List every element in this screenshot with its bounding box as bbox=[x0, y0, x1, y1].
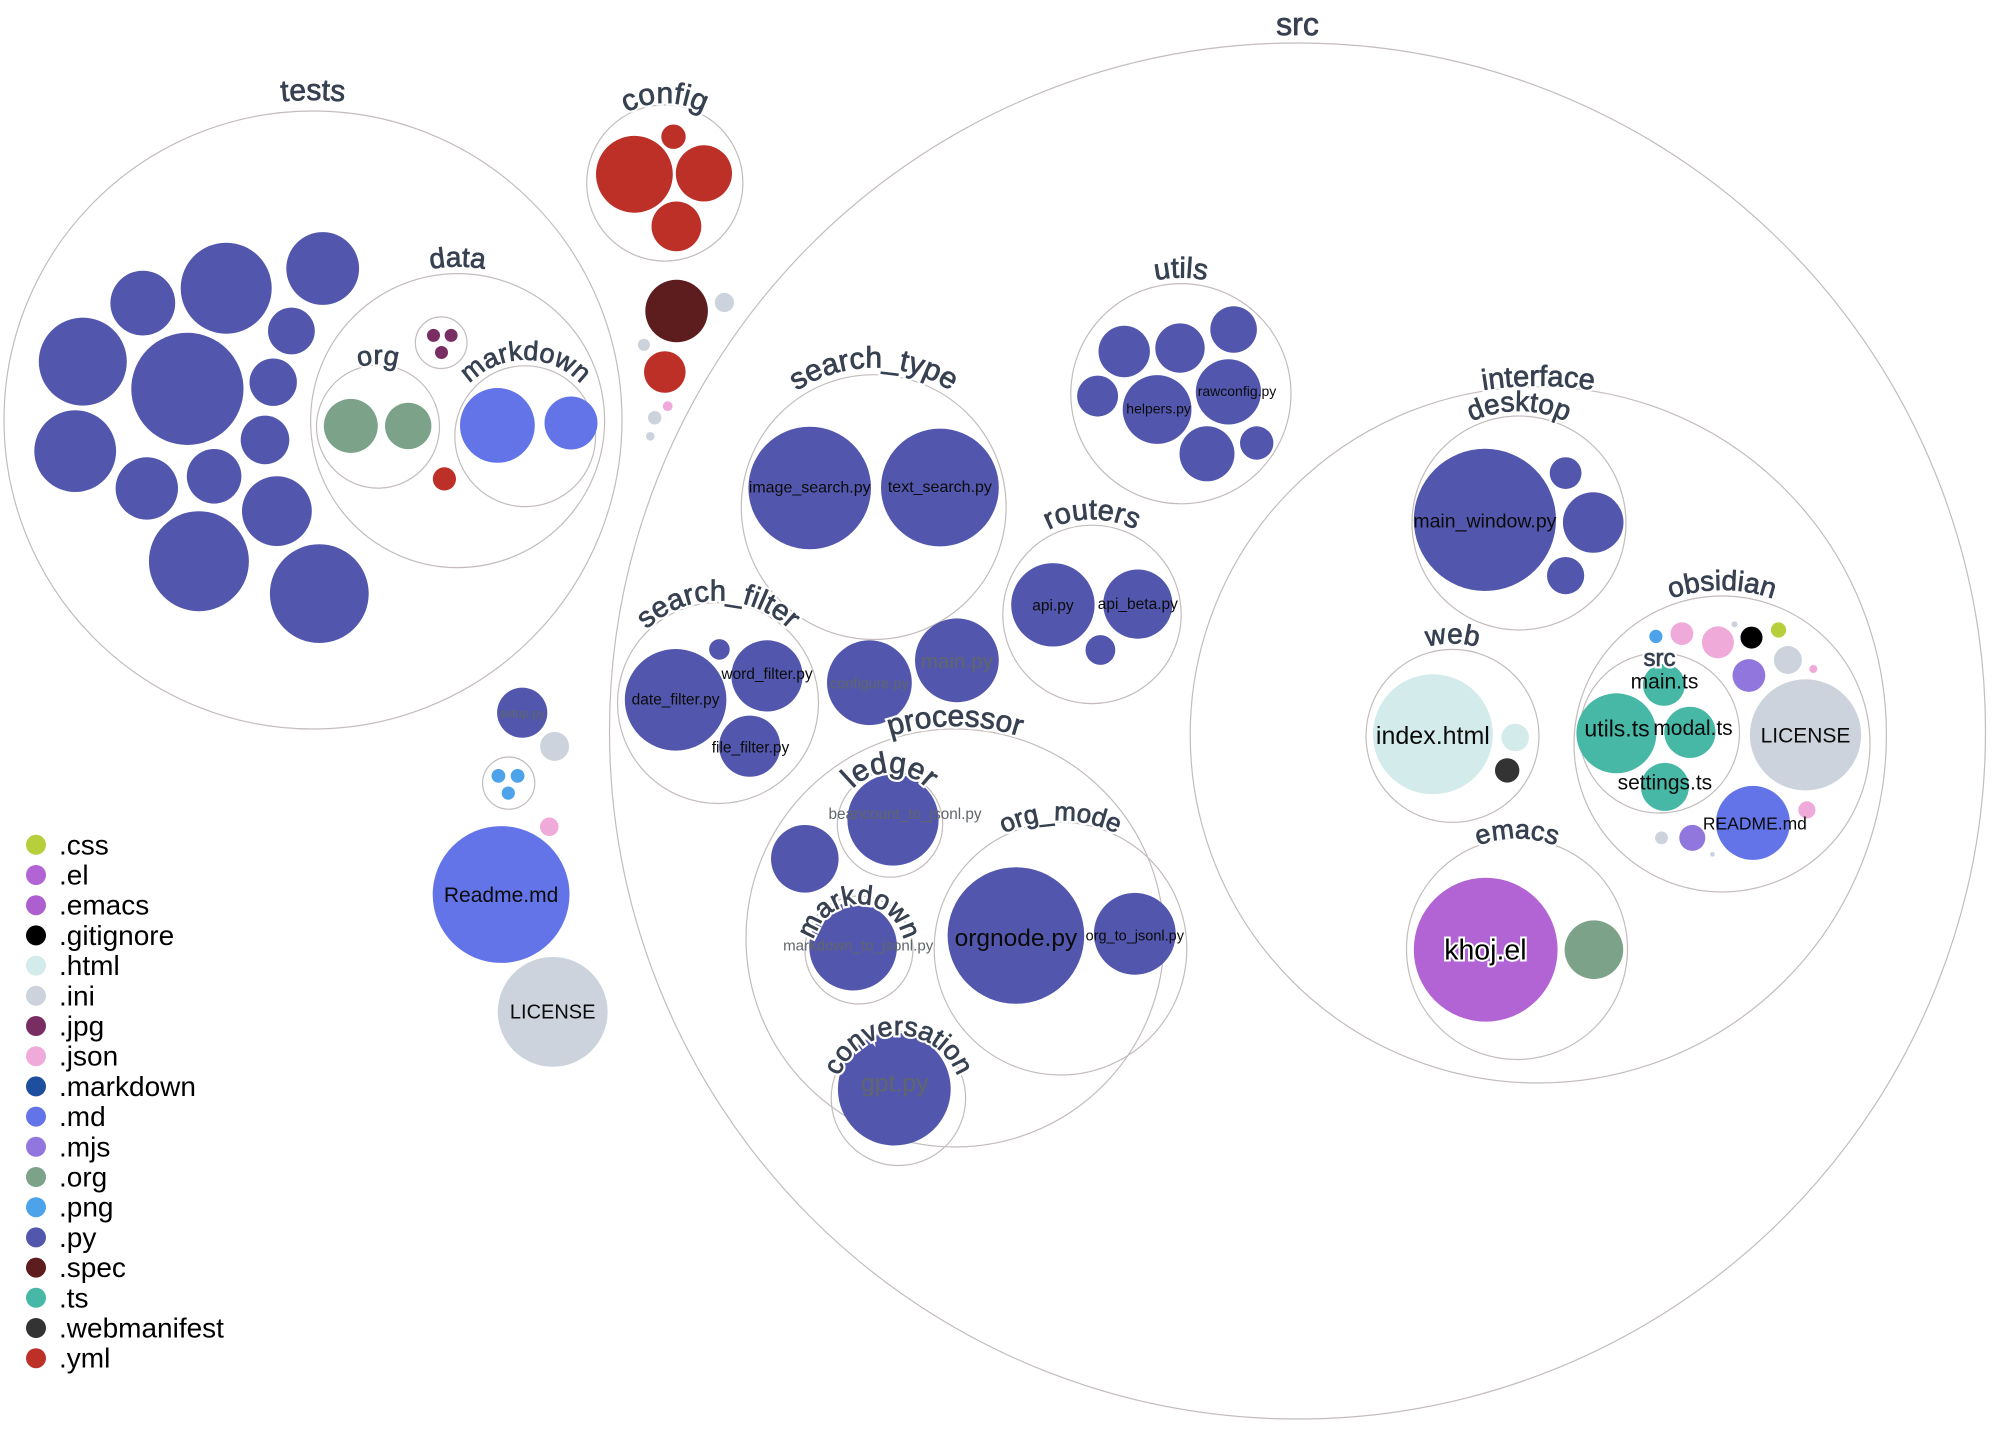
svg-text:src: src bbox=[1276, 6, 1320, 42]
svg-text:api_beta.py: api_beta.py bbox=[1098, 596, 1178, 613]
svg-text:markdown_to_jsonl.py: markdown_to_jsonl.py bbox=[783, 938, 934, 955]
svg-text:api.py: api.py bbox=[1032, 597, 1074, 614]
svg-text:main.py: main.py bbox=[921, 650, 994, 673]
svg-text:.markdown: .markdown bbox=[59, 1071, 196, 1102]
svg-text:.mjs: .mjs bbox=[59, 1131, 110, 1162]
svg-text:.css: .css bbox=[59, 829, 109, 860]
svg-text:data: data bbox=[427, 242, 488, 275]
svg-text:beancount_to_jsonl.py: beancount_to_jsonl.py bbox=[828, 806, 981, 823]
svg-text:main.ts: main.ts bbox=[1631, 671, 1699, 694]
svg-text:text_search.py: text_search.py bbox=[888, 479, 992, 496]
svg-text:word_filter.py: word_filter.py bbox=[720, 666, 813, 683]
svg-text:.ts: .ts bbox=[59, 1282, 89, 1313]
svg-text:org: org bbox=[354, 340, 402, 372]
svg-text:tests: tests bbox=[279, 74, 346, 109]
svg-text:.json: .json bbox=[59, 1041, 118, 1072]
svg-text:org_mode: org_mode bbox=[995, 796, 1127, 839]
svg-text:org: org bbox=[354, 340, 402, 372]
svg-text:.png: .png bbox=[59, 1192, 114, 1223]
svg-text:.html: .html bbox=[59, 950, 120, 981]
svg-text:src: src bbox=[1644, 645, 1676, 672]
svg-text:.el: .el bbox=[59, 860, 89, 891]
svg-text:configure.py: configure.py bbox=[830, 677, 909, 693]
svg-text:setup.py: setup.py bbox=[499, 707, 546, 721]
svg-text:.webmanifest: .webmanifest bbox=[59, 1313, 224, 1344]
svg-text:index.html: index.html bbox=[1376, 722, 1490, 750]
svg-text:helpers.py: helpers.py bbox=[1126, 401, 1191, 417]
svg-text:orgnode.py: orgnode.py bbox=[955, 925, 1078, 952]
svg-text:org_to_jsonl.py: org_to_jsonl.py bbox=[1086, 929, 1185, 945]
svg-text:gpt.py: gpt.py bbox=[861, 1071, 929, 1098]
svg-text:khoj.el: khoj.el bbox=[1444, 935, 1526, 967]
svg-text:utils: utils bbox=[1152, 253, 1211, 288]
svg-text:modal.ts: modal.ts bbox=[1653, 717, 1732, 740]
svg-text:file_filter.py: file_filter.py bbox=[712, 739, 790, 756]
svg-text:src: src bbox=[1276, 6, 1320, 42]
svg-text:interface: interface bbox=[1479, 361, 1597, 397]
svg-text:web: web bbox=[1422, 618, 1483, 652]
svg-text:rawconfig.py: rawconfig.py bbox=[1198, 383, 1277, 399]
svg-text:.py: .py bbox=[59, 1222, 96, 1253]
svg-text:src: src bbox=[1644, 645, 1676, 672]
svg-text:data: data bbox=[427, 242, 488, 275]
svg-text:.spec: .spec bbox=[59, 1252, 126, 1283]
svg-text:image_search.py: image_search.py bbox=[749, 480, 871, 497]
svg-text:settings.ts: settings.ts bbox=[1618, 772, 1713, 795]
svg-text:LICENSE: LICENSE bbox=[1761, 725, 1851, 748]
svg-text:routers: routers bbox=[1038, 494, 1145, 536]
svg-text:.jpg: .jpg bbox=[59, 1011, 104, 1042]
svg-text:Readme.md: Readme.md bbox=[444, 884, 558, 907]
svg-text:web: web bbox=[1422, 618, 1483, 652]
svg-text:README.md: README.md bbox=[1703, 814, 1807, 834]
svg-text:LICENSE: LICENSE bbox=[510, 1002, 596, 1024]
svg-text:.ini: .ini bbox=[59, 980, 95, 1011]
svg-text:.yml: .yml bbox=[59, 1343, 110, 1374]
svg-text:interface: interface bbox=[1479, 361, 1597, 397]
svg-text:tests: tests bbox=[279, 74, 346, 109]
svg-text:.gitignore: .gitignore bbox=[59, 920, 174, 951]
svg-text:utils.ts: utils.ts bbox=[1584, 716, 1649, 742]
svg-text:.md: .md bbox=[59, 1101, 106, 1132]
svg-text:date_filter.py: date_filter.py bbox=[632, 691, 720, 708]
svg-text:.org: .org bbox=[59, 1162, 107, 1193]
svg-text:.emacs: .emacs bbox=[59, 890, 149, 921]
svg-text:utils: utils bbox=[1152, 253, 1211, 288]
svg-text:main_window.py: main_window.py bbox=[1413, 511, 1556, 533]
svg-text:org_mode: org_mode bbox=[995, 796, 1127, 839]
